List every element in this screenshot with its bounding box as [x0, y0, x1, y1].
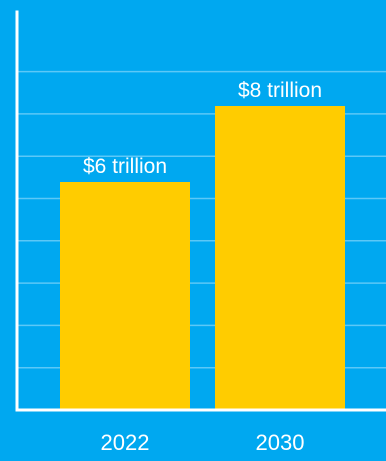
x-tick-labels: 2022 2030: [101, 430, 305, 455]
bar-2022: [60, 182, 190, 410]
data-label-2022: $6 trillion: [83, 155, 167, 178]
bar-2030: [215, 106, 345, 410]
data-labels: $6 trillion $8 trillion: [83, 79, 322, 178]
bars: [60, 106, 345, 410]
data-label-2030: $8 trillion: [238, 79, 322, 102]
x-tick-label-2030: 2030: [256, 430, 305, 455]
x-tick-label-2022: 2022: [101, 430, 150, 455]
